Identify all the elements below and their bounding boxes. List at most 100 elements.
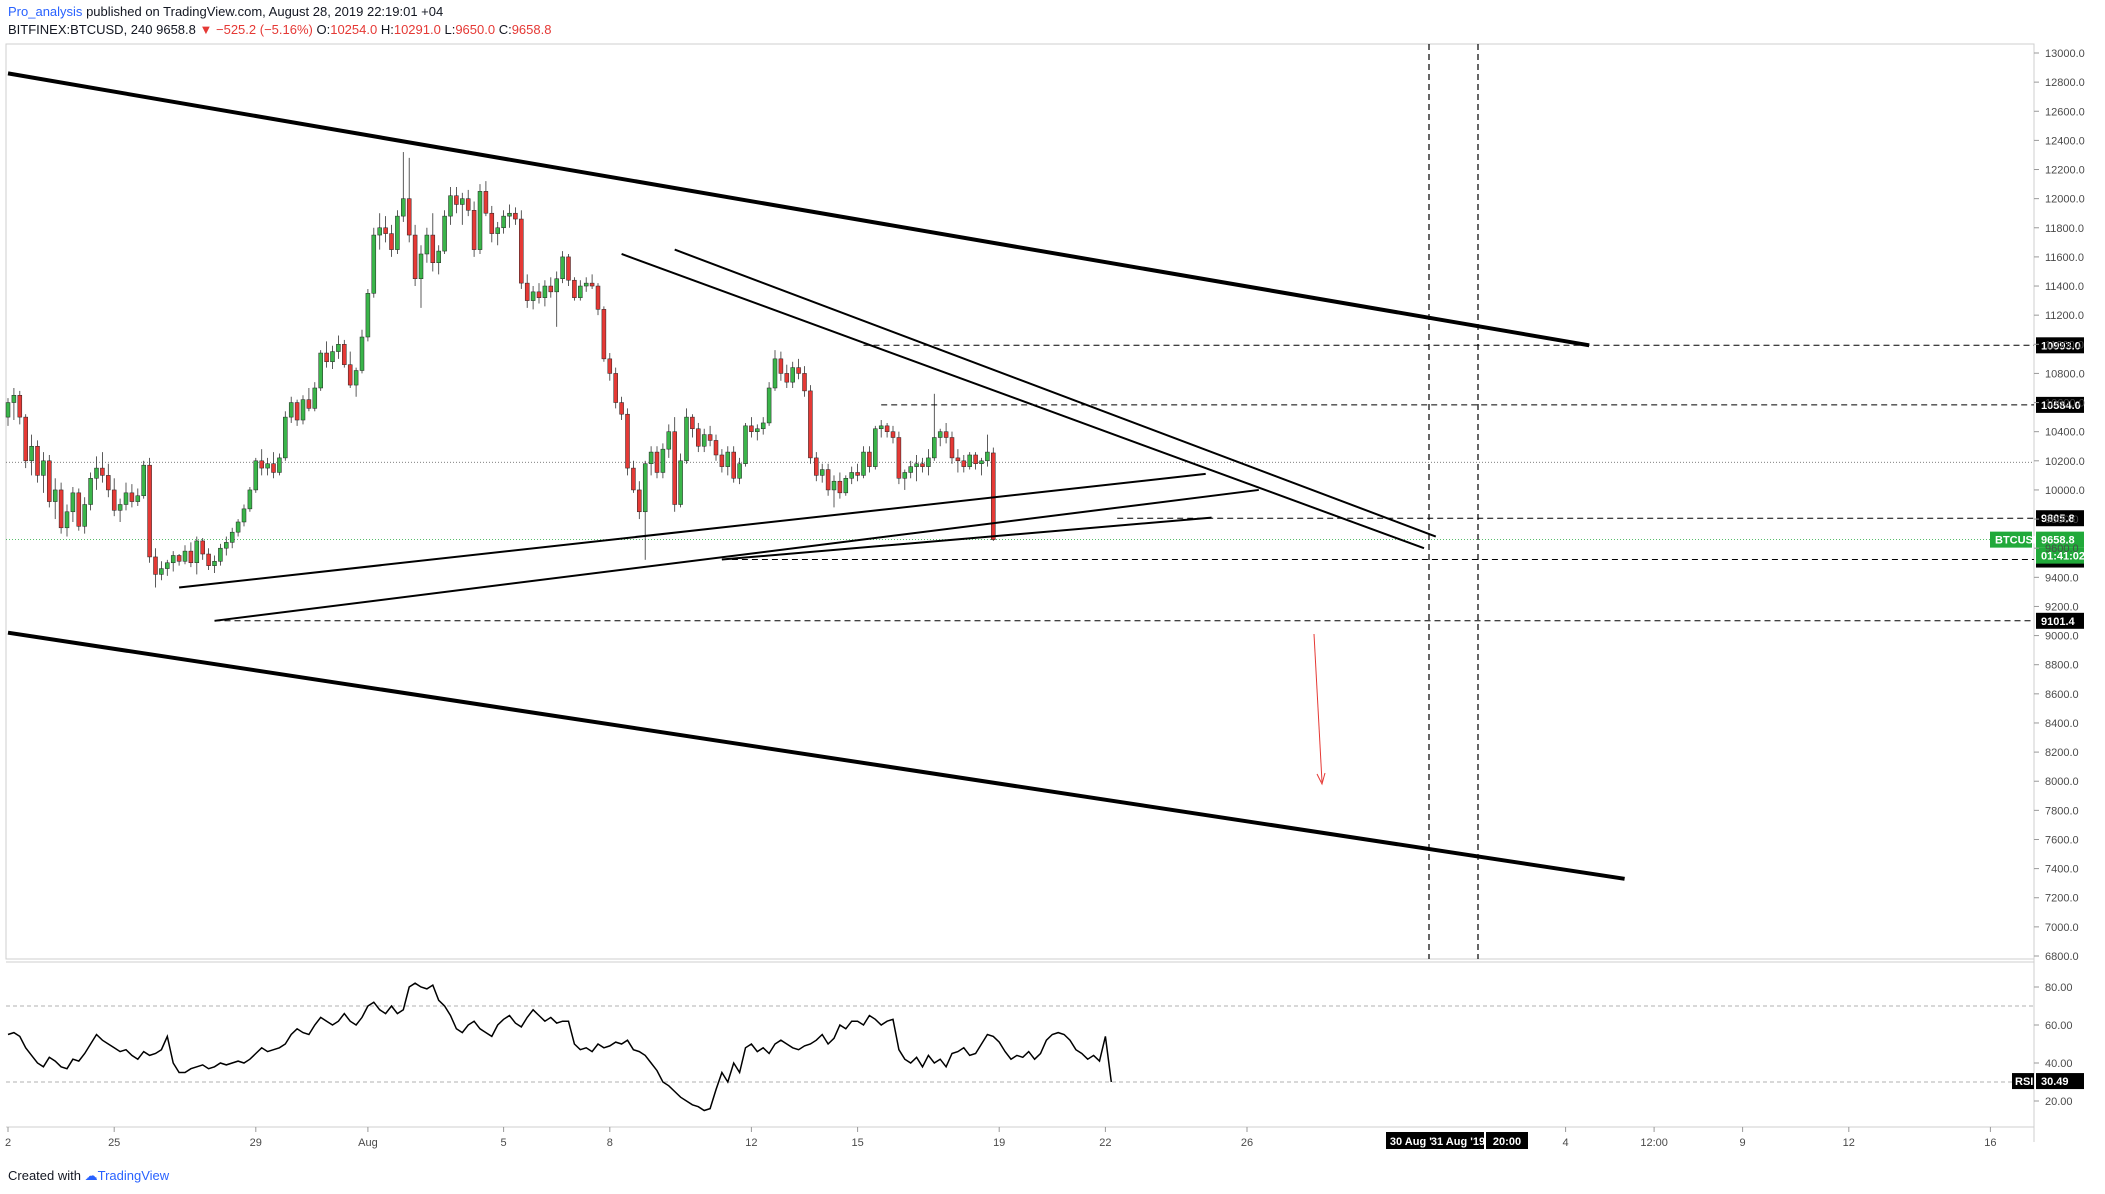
- price-tick-label: 12000.0: [2045, 194, 2085, 206]
- candle-body: [495, 227, 500, 234]
- candle-body: [719, 454, 725, 467]
- candle-body: [926, 457, 931, 467]
- candle-body: [542, 285, 548, 298]
- price-tick-label: 9000.0: [2045, 631, 2079, 643]
- rsi-tick-label: 20.00: [2045, 1096, 2073, 1108]
- symbol-label: BITFINEX:BTCUSD, 240: [8, 22, 153, 37]
- symbol-tag-label: BTCUSD: [1995, 535, 2041, 547]
- candle-body: [436, 250, 441, 263]
- level-price-label: 9805.8: [2041, 513, 2075, 525]
- time-marker-tag: [1432, 1132, 1484, 1149]
- time-tick-label: 12: [745, 1137, 757, 1149]
- resistance-1-line: [621, 253, 1425, 550]
- candle-body: [949, 437, 955, 459]
- level-price-tag: [2036, 337, 2084, 354]
- symbol-info: BITFINEX:BTCUSD, 240 9658.8 ▼ −525.2 (−5…: [8, 22, 551, 37]
- price-tick-label: 11400.0: [2045, 281, 2084, 293]
- author-link[interactable]: Pro_analysis: [8, 4, 83, 19]
- price-tick-label: 11000.0: [2045, 339, 2084, 351]
- candle-body: [849, 472, 854, 479]
- candle-body: [967, 454, 972, 467]
- candle-body: [347, 364, 353, 386]
- candle-body: [277, 457, 282, 473]
- candle-body: [932, 437, 937, 459]
- support-2-line: [214, 488, 1259, 622]
- trendlines[interactable]: [7, 71, 1625, 881]
- candle-body: [395, 215, 400, 250]
- candle-body: [713, 440, 719, 456]
- candle-body: [383, 227, 388, 234]
- candle-body: [312, 387, 318, 409]
- candle-body: [878, 425, 884, 430]
- price-tick-label: 7400.0: [2045, 864, 2079, 876]
- candle-body: [465, 198, 471, 211]
- time-tick-label: 19: [993, 1137, 1005, 1149]
- bearish-target-arrow: [1313, 633, 1323, 783]
- candle-body: [424, 234, 430, 255]
- candle-body: [247, 489, 253, 510]
- time-marker-tag: [1486, 1132, 1528, 1149]
- candle-body: [701, 434, 707, 447]
- candle-body: [471, 210, 477, 250]
- candles: [5, 152, 996, 588]
- rsi-line: [7, 982, 1113, 1112]
- price-tick-label: 10000.0: [2045, 485, 2085, 497]
- candle-body: [619, 402, 624, 415]
- candle-body: [330, 351, 335, 363]
- time-tick-label: 12: [1843, 1137, 1855, 1149]
- price-tick-label: 7200.0: [2045, 893, 2079, 905]
- price-tick-label: 12600.0: [2045, 106, 2085, 118]
- candle-body: [666, 431, 672, 450]
- candle-body: [560, 256, 565, 280]
- candle-body: [595, 285, 601, 310]
- candle-body: [501, 215, 506, 229]
- candle-body: [117, 504, 123, 511]
- candle-body: [743, 425, 748, 464]
- candle-body: [206, 553, 211, 566]
- time-tick-label: 12:00: [1640, 1137, 1668, 1149]
- time-marker-label: 20:00: [1493, 1136, 1521, 1148]
- candle-body: [766, 387, 772, 424]
- ohlc-l-label: L:: [444, 22, 456, 37]
- candle-body: [814, 457, 819, 476]
- candle-body: [955, 457, 961, 462]
- candle-body: [58, 489, 64, 529]
- created-with-text: Created with: [8, 1168, 81, 1183]
- ohlc-h-label: H:: [380, 22, 394, 37]
- candle-body: [100, 467, 105, 476]
- candle-body: [578, 285, 583, 298]
- candle-body: [371, 234, 377, 294]
- price-axis[interactable]: 13000.0 12800.0 12600.0 12400.0 12200.0 12000…: [2034, 48, 2085, 963]
- candle-body: [725, 451, 731, 467]
- candle-body: [678, 460, 683, 505]
- candle-body: [5, 402, 11, 418]
- rsi-tick-label: 60.00: [2045, 1020, 2073, 1032]
- candle-body: [11, 395, 17, 403]
- candle-body: [135, 495, 141, 502]
- time-axis[interactable]: 2 25 29 Aug 5 8 12 15 19 22 26 4 12:00 9 12 16 30 Aug '1…: [5, 1127, 1997, 1149]
- candle-body: [182, 550, 188, 562]
- candle-body: [896, 437, 902, 479]
- candle-body: [855, 472, 860, 476]
- candle-body: [412, 234, 418, 280]
- candle-body: [642, 463, 648, 513]
- price-tick-label: 7800.0: [2045, 805, 2079, 817]
- candle-body: [507, 212, 512, 217]
- tradingview-brand[interactable]: TradingView: [97, 1168, 170, 1183]
- countdown-tag: [2036, 547, 2084, 564]
- candle-body: [88, 478, 93, 505]
- candle-body: [283, 416, 288, 459]
- candle-body: [129, 492, 135, 502]
- candle-body: [554, 278, 559, 293]
- candle-body: [353, 370, 359, 386]
- candle-body: [519, 218, 524, 284]
- candle-body: [454, 195, 459, 205]
- horizontal-levels[interactable]: 10993.010584.09805.89522.09101.4BTCUSD96…: [214, 337, 2086, 629]
- time-tick-label: 9: [1740, 1137, 1746, 1149]
- candle-body: [35, 445, 40, 476]
- time-tick-label: Aug: [358, 1137, 378, 1149]
- candle-body: [631, 467, 636, 491]
- time-tick-label: 2: [5, 1137, 11, 1149]
- candle-body: [808, 390, 813, 459]
